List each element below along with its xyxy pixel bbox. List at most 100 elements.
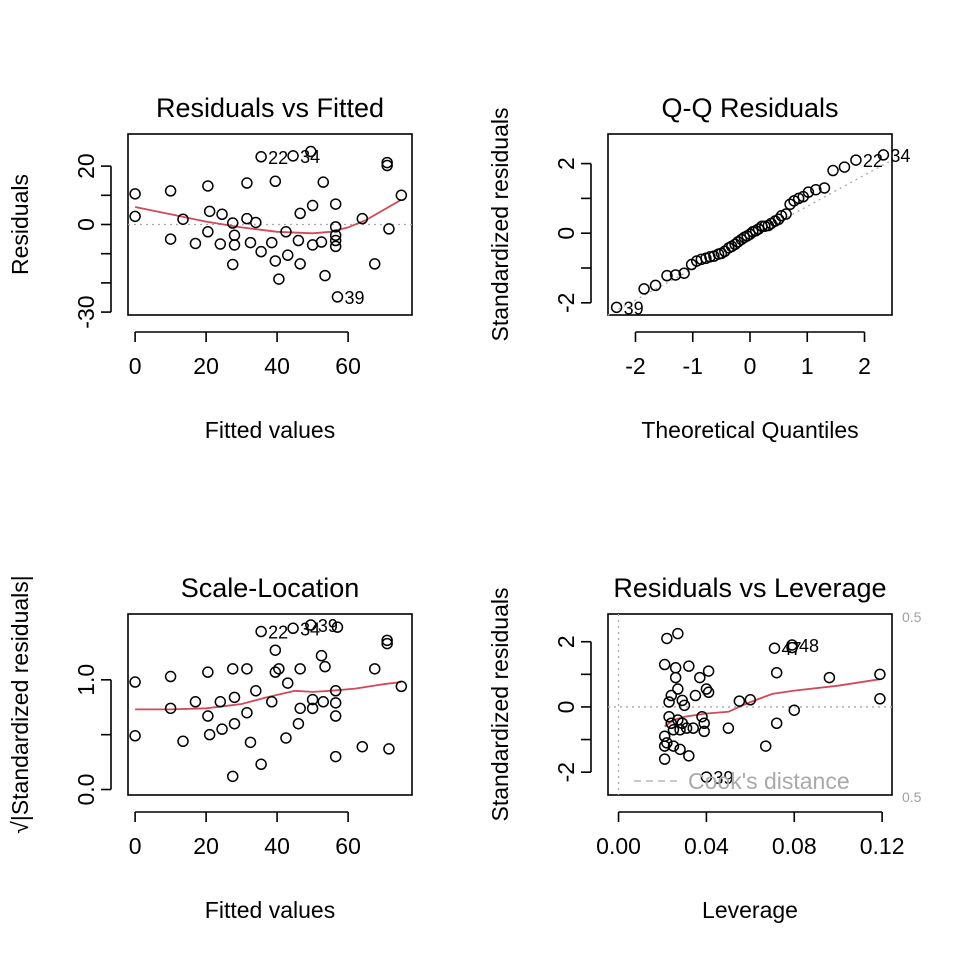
- data-point: [241, 177, 253, 189]
- data-point: [850, 154, 862, 166]
- smoother-line: [134, 198, 402, 235]
- x-tick-label: 2: [858, 353, 871, 379]
- data-point: [280, 732, 292, 744]
- data-point: [661, 632, 673, 645]
- data-point: [129, 730, 141, 742]
- data-point: [269, 644, 282, 656]
- data-point: [395, 189, 408, 202]
- data-point: [203, 728, 216, 741]
- data-point: [305, 619, 317, 631]
- data-point: [129, 676, 141, 688]
- data-point: [164, 670, 177, 683]
- data-point: [287, 150, 299, 162]
- data-point: [292, 234, 305, 247]
- data-point: [722, 722, 735, 734]
- data-point: [250, 685, 262, 697]
- data-point: [294, 702, 306, 715]
- data-point: [802, 186, 815, 198]
- y-axis: -2 0 2: [553, 157, 592, 313]
- data-point: [202, 226, 214, 238]
- data-point: [177, 735, 189, 747]
- data-point: [638, 283, 650, 295]
- chart-title: Scale-Location: [181, 573, 360, 603]
- data-point: [273, 663, 285, 675]
- cooks-contour-label-lower: 0.5: [902, 789, 922, 805]
- data-point: [770, 666, 783, 679]
- data-point: [129, 210, 141, 223]
- data-point: [772, 213, 785, 226]
- data-point: [255, 151, 267, 163]
- data-point: [702, 665, 715, 677]
- x-tick-label: 60: [335, 833, 361, 859]
- point-label: 34: [300, 147, 320, 167]
- data-point: [216, 723, 228, 735]
- point-label: 39: [713, 768, 733, 788]
- y-axis-label: Residuals: [7, 174, 33, 275]
- data-point: [228, 717, 241, 730]
- x-axis: 0.00 0.04 0.08 0.12: [596, 811, 904, 859]
- data-point: [329, 685, 342, 697]
- data-point: [329, 710, 342, 722]
- data-point: [744, 694, 757, 706]
- data-point: [226, 663, 239, 675]
- data-point: [694, 671, 706, 684]
- y-tick-label: 0: [73, 218, 99, 231]
- data-point: [663, 696, 675, 708]
- x-tick-label: -2: [625, 353, 645, 379]
- residuals-vs-fitted-panel: Residuals vs Fitted Fitted values Residu…: [7, 93, 413, 443]
- data-point: [317, 176, 329, 188]
- data-point: [768, 642, 781, 654]
- x-tick-label: 40: [264, 833, 290, 859]
- data-point: [658, 658, 671, 671]
- data-point: [669, 662, 682, 674]
- data-point: [698, 717, 710, 730]
- y-axis: -2 0 2: [553, 635, 592, 782]
- data-point: [665, 717, 678, 730]
- point-label: 22: [863, 151, 883, 171]
- data-point: [189, 696, 202, 708]
- data-point: [658, 730, 671, 743]
- y-tick-label: 0.0: [73, 774, 99, 806]
- data-point: [381, 634, 393, 647]
- data-point: [315, 236, 328, 248]
- data-point: [665, 689, 678, 702]
- data-point: [255, 245, 267, 258]
- data-point: [266, 236, 278, 249]
- data-point: [189, 237, 202, 250]
- data-point: [287, 622, 299, 635]
- x-axis-label: Fitted values: [205, 897, 335, 923]
- data-point: [202, 180, 214, 192]
- data-point: [683, 660, 695, 672]
- y-axis: -30 0 20: [73, 153, 112, 329]
- data-point: [680, 722, 693, 734]
- y-tick-label: 0: [553, 227, 579, 240]
- scale-location-panel: Scale-Location Fitted values √|Standardi…: [7, 573, 413, 923]
- data-point: [786, 639, 798, 651]
- data-point: [226, 217, 239, 229]
- data-point: [696, 710, 708, 723]
- y-tick-label: 2: [553, 157, 579, 170]
- data-points: [658, 627, 886, 783]
- data-point: [329, 697, 342, 709]
- data-point: [294, 258, 306, 270]
- data-point: [129, 188, 141, 200]
- x-tick-label: 0.08: [772, 833, 817, 859]
- data-point: [255, 758, 267, 771]
- data-point: [698, 725, 710, 738]
- point-label: 22: [268, 623, 288, 643]
- data-point: [269, 666, 282, 678]
- data-point: [661, 269, 673, 282]
- data-point: [780, 208, 792, 220]
- data-point: [381, 637, 393, 650]
- data-point: [770, 717, 783, 730]
- data-point: [226, 258, 239, 271]
- data-point: [733, 695, 746, 707]
- data-points: [129, 619, 408, 783]
- point-label: 48: [799, 636, 819, 656]
- x-tick-label: 1: [801, 353, 814, 379]
- smoother-line: [664, 678, 881, 728]
